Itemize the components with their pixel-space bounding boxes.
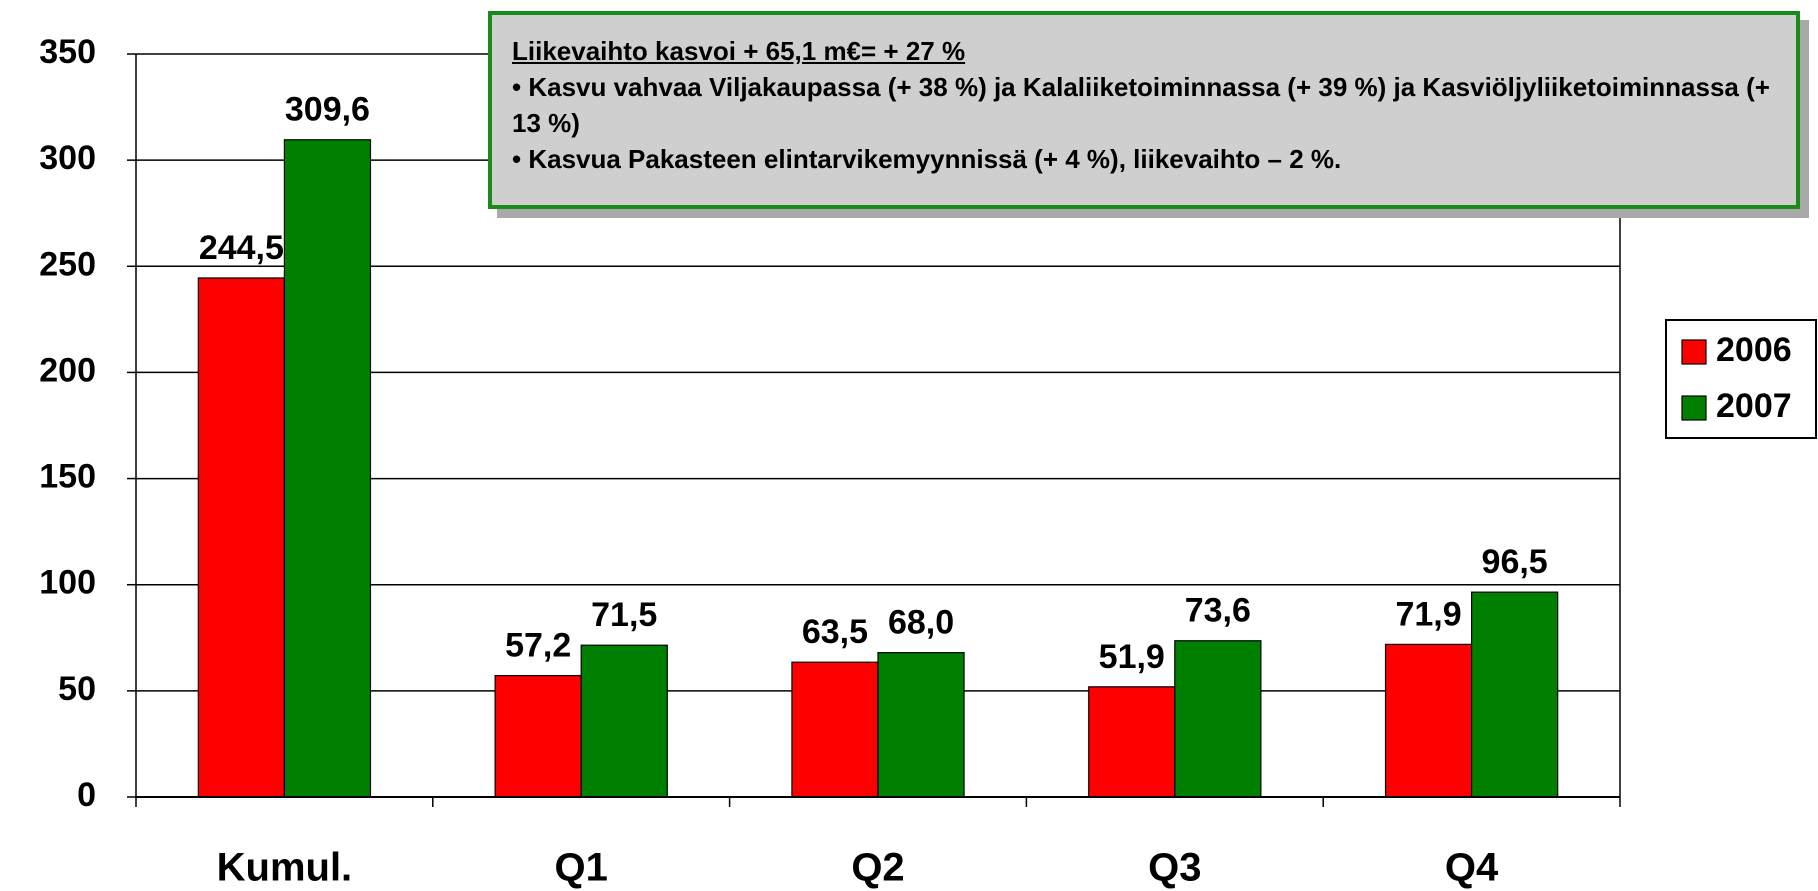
- data-label: 71,5: [591, 596, 657, 634]
- data-label: 96,5: [1482, 543, 1548, 581]
- bar: [1174, 640, 1262, 798]
- data-label: 73,6: [1185, 592, 1251, 630]
- annotation-box: Liikevaihto kasvoi + 65,1 m€= + 27 % • K…: [488, 11, 1800, 209]
- y-tick-label: 300: [39, 139, 96, 177]
- bar: [283, 139, 372, 798]
- data-label: 51,9: [1099, 638, 1165, 676]
- data-label: 57,2: [505, 627, 571, 665]
- bar: [1088, 686, 1176, 798]
- y-tick-label: 250: [39, 245, 96, 283]
- x-tick-label: Q3: [1148, 846, 1201, 890]
- x-tick-label: Kumul.: [217, 846, 353, 890]
- bar: [791, 661, 879, 798]
- x-tick-label: Q1: [555, 846, 608, 890]
- legend-swatch: [1681, 339, 1707, 365]
- y-tick-label: 0: [77, 776, 96, 814]
- data-label: 71,9: [1395, 595, 1461, 633]
- bar: [1470, 591, 1559, 798]
- annotation-heading: Liikevaihto kasvoi + 65,1 m€= + 27 %: [512, 36, 966, 66]
- data-label: 244,5: [199, 229, 284, 267]
- legend-label: 2007: [1716, 387, 1792, 425]
- y-tick-label: 100: [39, 564, 96, 602]
- data-label: 68,0: [888, 604, 954, 642]
- y-tick-label: 350: [39, 33, 96, 71]
- bar: [197, 277, 286, 798]
- y-tick-label: 150: [39, 458, 96, 496]
- legend-label: 2006: [1716, 331, 1792, 369]
- bar: [494, 674, 582, 798]
- annotation-bullet: • Kasvu vahvaa Viljakaupassa (+ 38 %) ja…: [512, 72, 1770, 138]
- legend-swatch: [1681, 395, 1707, 421]
- bar: [580, 644, 668, 798]
- x-tick-label: Q2: [851, 846, 904, 890]
- x-tick-label: Q4: [1445, 846, 1499, 890]
- bar: [877, 652, 965, 798]
- data-label: 63,5: [802, 613, 868, 651]
- data-label: 309,6: [285, 91, 370, 129]
- y-tick-label: 200: [39, 351, 96, 389]
- y-tick-label: 50: [58, 670, 96, 708]
- bar: [1384, 643, 1473, 798]
- annotation-bullet: • Kasvua Pakasteen elintarvikemyynnissä …: [512, 144, 1342, 174]
